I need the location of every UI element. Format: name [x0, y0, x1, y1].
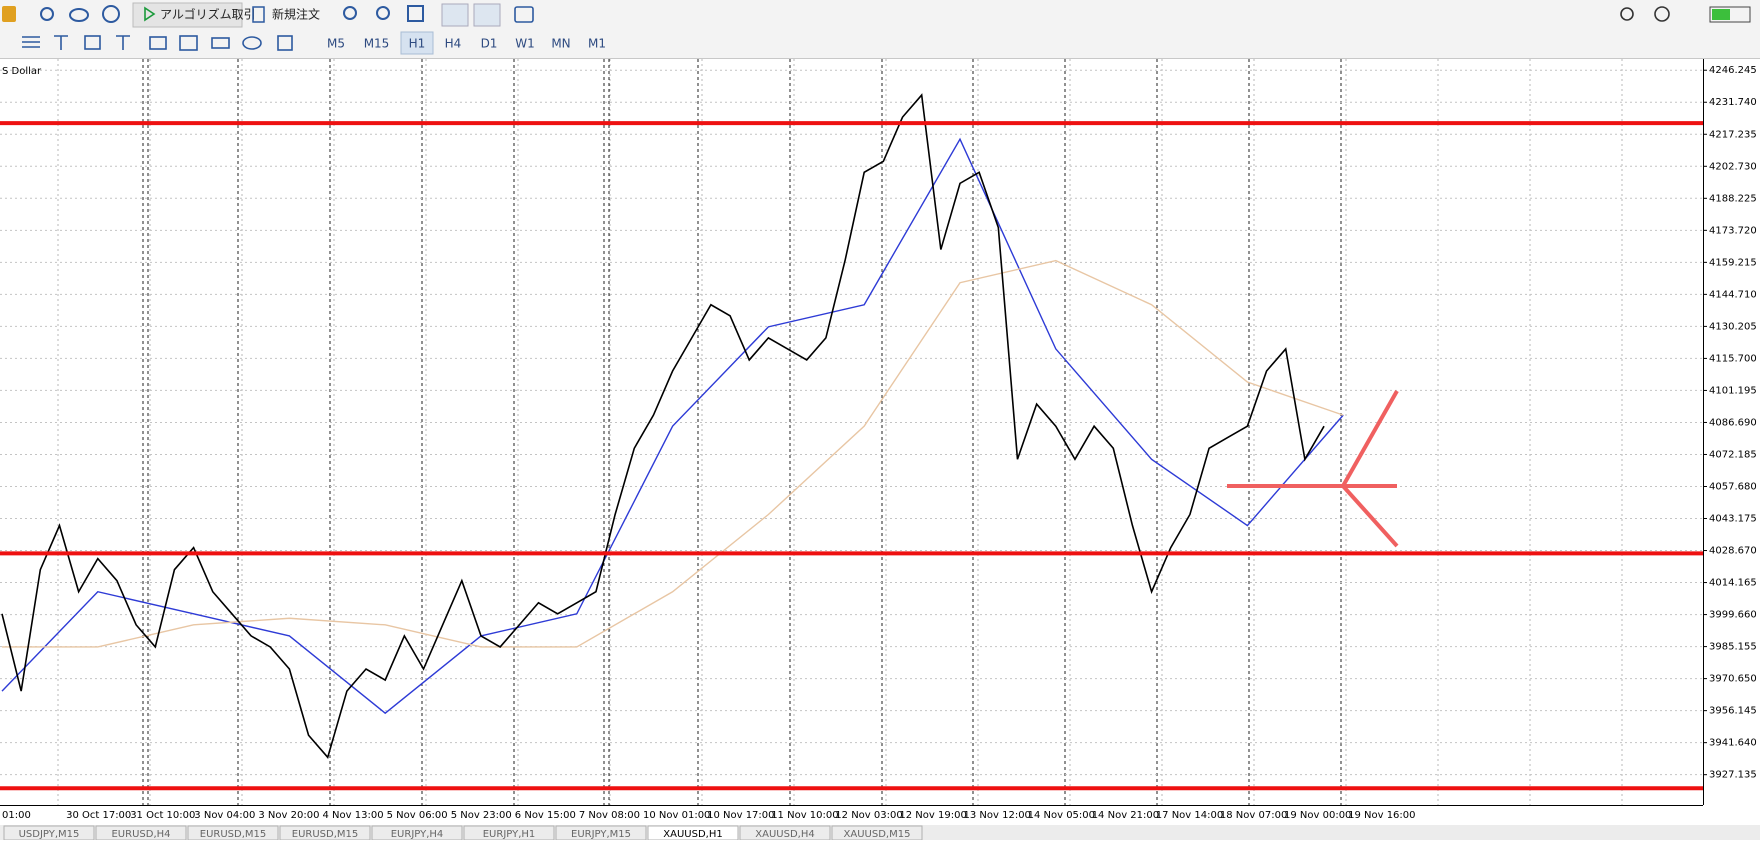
- timeframe[interactable]: W1: [515, 37, 535, 51]
- time-label: 30 Oct 17:00: [66, 810, 131, 821]
- time-label: 4 Nov 13:00: [323, 810, 384, 821]
- tab-label[interactable]: EURJPY,M15: [571, 829, 631, 840]
- play-icon: [144, 6, 156, 22]
- timeframe[interactable]: D1: [481, 37, 498, 51]
- y-tick-label: 4014.165: [1709, 578, 1757, 589]
- drawing-tools[interactable]: [22, 35, 293, 51]
- time-label: 01:00: [2, 810, 31, 821]
- tab-label[interactable]: EURUSD,M15: [292, 829, 358, 840]
- timeframe[interactable]: H4: [445, 37, 462, 51]
- y-tick-label: 3985.155: [1709, 642, 1757, 653]
- symbol-label: S Dollar: [2, 66, 42, 77]
- signal-icon[interactable]: [40, 7, 54, 21]
- time-label: 19 Nov 00:00: [1284, 810, 1351, 821]
- market-icon[interactable]: [102, 5, 120, 23]
- y-tick-label: 4043.175: [1709, 514, 1757, 525]
- scroll-btn[interactable]: [441, 3, 469, 27]
- y-tick-label: 4115.700: [1709, 353, 1757, 364]
- y-tick-label: 4057.680: [1709, 481, 1757, 492]
- y-tick-label: 4144.710: [1709, 289, 1757, 300]
- y-tick-label: 4231.740: [1709, 97, 1757, 108]
- tab-label[interactable]: XAUUSD,H1: [663, 829, 722, 840]
- grid-icon[interactable]: [407, 5, 424, 22]
- timeframe[interactable]: M15: [364, 37, 390, 51]
- lock-icon[interactable]: [2, 6, 16, 22]
- y-tick-label: 3956.145: [1709, 706, 1757, 717]
- y-tick-label: 4202.730: [1709, 161, 1757, 172]
- y-tick-label: 3999.660: [1709, 610, 1757, 621]
- time-label: 5 Nov 23:00: [451, 810, 512, 821]
- battery: [1709, 6, 1751, 23]
- y-tick-label: 4130.205: [1709, 321, 1757, 332]
- battery-level: [1712, 9, 1730, 20]
- y-tick-label: 3970.650: [1709, 674, 1757, 685]
- time-label: 6 Nov 15:00: [515, 810, 576, 821]
- time-label: 11 Nov 10:00: [771, 810, 838, 821]
- time-label: 10 Nov 01:00: [643, 810, 710, 821]
- time-label: 7 Nov 08:00: [579, 810, 640, 821]
- account-icon[interactable]: [1654, 6, 1670, 22]
- y-tick-label: 4159.215: [1709, 257, 1757, 268]
- zoom-in[interactable]: [343, 6, 357, 20]
- y-tick-label: 4173.720: [1709, 225, 1757, 236]
- time-label: 10 Nov 17:00: [707, 810, 774, 821]
- time-label: 18 Nov 07:00: [1220, 810, 1287, 821]
- time-label: 13 Nov 12:00: [964, 810, 1031, 821]
- y-tick-label: 3927.135: [1709, 770, 1757, 781]
- y-tick-label: 4188.225: [1709, 193, 1757, 204]
- y-tick-label: 4072.185: [1709, 449, 1757, 460]
- cloud-icon[interactable]: [69, 8, 89, 22]
- moving-average: [2, 259, 1344, 648]
- tab-label[interactable]: XAUUSD,M15: [844, 829, 911, 840]
- time-label: 12 Nov 03:00: [835, 810, 902, 821]
- time-label: 12 Nov 19:00: [899, 810, 966, 821]
- tab-label[interactable]: EURUSD,H4: [111, 829, 170, 840]
- shift-btn[interactable]: [473, 3, 501, 27]
- time-label: 17 Nov 14:00: [1156, 810, 1223, 821]
- timeframe[interactable]: MN: [551, 37, 570, 51]
- screenshot-icon[interactable]: [514, 6, 534, 23]
- toolbar-bg: [0, 0, 1760, 58]
- new-order-label[interactable]: 新規注文: [272, 7, 320, 22]
- chart-area: [0, 59, 1703, 805]
- tab-label[interactable]: XAUUSD,H4: [755, 829, 814, 840]
- time-label: 19 Nov 16:00: [1348, 810, 1415, 821]
- search-icon[interactable]: [1620, 7, 1634, 21]
- tab-label[interactable]: EURJPY,H4: [391, 829, 444, 840]
- y-tick-label: 4086.690: [1709, 417, 1757, 428]
- y-tick-label: 4246.245: [1709, 65, 1757, 76]
- timeframe-bar: M5 M15 H1 H4 D1 W1 MN M1: [327, 31, 606, 55]
- y-tick-label: 4028.670: [1709, 546, 1757, 557]
- vertical-grid: [57, 59, 1623, 805]
- time-label: 14 Nov 21:00: [1092, 810, 1159, 821]
- timeframe[interactable]: H1: [409, 37, 426, 51]
- y-tick-label: 4217.235: [1709, 129, 1757, 140]
- tab-label[interactable]: EURJPY,H1: [483, 829, 536, 840]
- timeframe[interactable]: M5: [327, 37, 345, 51]
- y-tick-label: 3941.640: [1709, 738, 1757, 749]
- time-label: 5 Nov 06:00: [387, 810, 448, 821]
- timeframe[interactable]: M1: [588, 37, 606, 51]
- timeframe-active: [400, 31, 434, 55]
- plot: [0, 69, 1707, 791]
- order-icon[interactable]: [252, 6, 265, 23]
- zoom-out[interactable]: [376, 6, 390, 20]
- time-label: 31 Oct 10:00: [130, 810, 195, 821]
- tab-label[interactable]: EURUSD,M15: [200, 829, 266, 840]
- y-tick-label: 4101.195: [1709, 385, 1757, 396]
- moving-average: [1, 137, 1344, 715]
- time-label: 14 Nov 05:00: [1028, 810, 1095, 821]
- algo-label: アルゴリズム取引: [160, 7, 256, 22]
- time-label: 3 Nov 20:00: [258, 810, 319, 821]
- price-line: [1, 93, 1325, 759]
- time-label: 3 Nov 04:00: [194, 810, 255, 821]
- arrow-annotation: [1227, 390, 1399, 548]
- tab-label[interactable]: USDJPY,M15: [19, 829, 80, 840]
